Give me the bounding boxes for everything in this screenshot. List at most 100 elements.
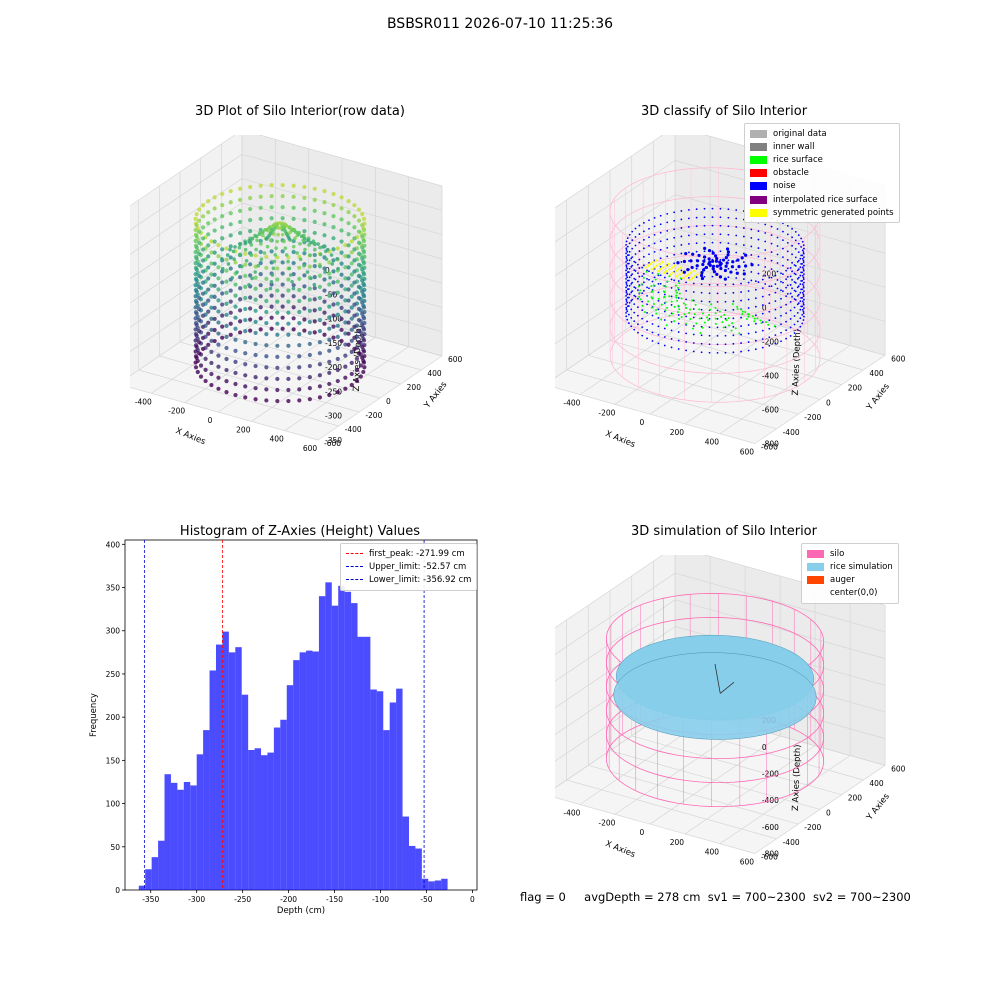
x-tick-label: 400 — [270, 435, 285, 444]
data-point — [312, 286, 317, 291]
rice-surface-point — [675, 294, 678, 297]
data-point — [287, 225, 292, 230]
noise-point — [742, 278, 745, 280]
data-point — [327, 304, 332, 309]
histogram-bar — [241, 694, 249, 890]
histogram-bar — [222, 631, 229, 890]
z-axis-label: Z Axies (Depth) — [791, 744, 803, 811]
data-point — [352, 258, 357, 263]
data-point — [250, 276, 254, 281]
data-point — [352, 313, 357, 318]
symmetric-point — [659, 268, 662, 271]
data-point — [293, 236, 297, 240]
noise-point — [625, 260, 627, 263]
data-point — [349, 349, 354, 354]
data-point — [313, 247, 317, 252]
data-point — [291, 272, 296, 277]
data-point — [200, 203, 206, 208]
noise-point — [782, 281, 784, 284]
noise-point — [659, 231, 662, 234]
data-point — [325, 247, 330, 252]
noise-point — [757, 281, 760, 283]
symmetric-point — [644, 266, 647, 269]
data-point — [307, 264, 312, 269]
x-tick-label: 0 — [208, 416, 213, 425]
data-point — [356, 317, 362, 323]
grid-line — [555, 135, 664, 209]
data-point — [360, 311, 365, 316]
data-point — [239, 264, 244, 269]
rice-surface-point — [698, 308, 701, 311]
noise-point — [774, 317, 777, 320]
data-point — [237, 245, 242, 250]
data-point — [194, 223, 199, 228]
data-point — [331, 225, 336, 230]
data-point — [197, 340, 202, 345]
noise-point — [703, 250, 706, 253]
noise-point — [659, 240, 662, 243]
data-point — [297, 365, 302, 370]
noise-point — [774, 334, 777, 337]
data-point — [331, 236, 336, 241]
data-point — [209, 261, 214, 266]
histogram-bar — [267, 752, 274, 890]
noise-point — [646, 337, 648, 340]
histogram-bar — [286, 685, 294, 890]
data-point — [269, 205, 274, 210]
data-point — [228, 189, 233, 194]
rice-surface-point — [676, 310, 679, 313]
data-point — [203, 367, 208, 373]
data-point — [193, 272, 198, 277]
noise-point — [626, 301, 629, 304]
noise-point — [785, 303, 787, 306]
data-point — [309, 276, 313, 281]
legend-label: center(0,0) — [830, 588, 878, 599]
noise-point — [638, 267, 641, 269]
data-point — [302, 328, 307, 333]
data-point — [287, 266, 292, 271]
noise-point — [797, 251, 800, 254]
noise-point — [796, 295, 799, 297]
noise-point — [646, 329, 648, 331]
noise-point — [786, 258, 789, 261]
data-point — [258, 316, 263, 321]
noise-point — [625, 300, 628, 302]
data-point — [228, 211, 233, 216]
noise-point — [716, 326, 719, 329]
noise-point — [740, 299, 742, 302]
noise-point — [776, 270, 779, 273]
noise-point — [626, 262, 629, 265]
z-tick-label: -800 — [762, 440, 779, 449]
rice-surface-point — [668, 314, 671, 317]
histogram-bar — [357, 636, 364, 890]
data-point — [282, 239, 286, 244]
noise-point — [659, 257, 662, 260]
data-point — [346, 298, 351, 303]
grid-line — [675, 599, 886, 659]
noise-point — [634, 278, 637, 281]
data-point — [295, 251, 299, 255]
noise-point — [680, 252, 683, 255]
noise-point — [736, 258, 740, 262]
noise-point — [625, 286, 627, 289]
z-tick-label: -800 — [762, 850, 779, 859]
rice-surface-point — [664, 309, 667, 312]
x-tick-label: 600 — [740, 448, 755, 457]
x-tick-label: 600 — [740, 858, 755, 867]
noise-point — [785, 337, 787, 340]
data-point — [243, 306, 248, 312]
noise-point — [688, 226, 690, 228]
noise-point — [740, 333, 742, 336]
data-point — [361, 249, 367, 255]
data-point — [361, 349, 367, 354]
data-point — [346, 320, 351, 325]
noise-point — [735, 271, 739, 275]
noise-point — [796, 278, 799, 280]
rice-surface-point — [691, 299, 694, 302]
rice-surface-point — [746, 313, 749, 316]
data-point — [197, 295, 202, 301]
data-point — [233, 304, 238, 309]
data-point — [306, 238, 310, 243]
noise-point — [776, 236, 779, 239]
data-point — [216, 386, 221, 391]
